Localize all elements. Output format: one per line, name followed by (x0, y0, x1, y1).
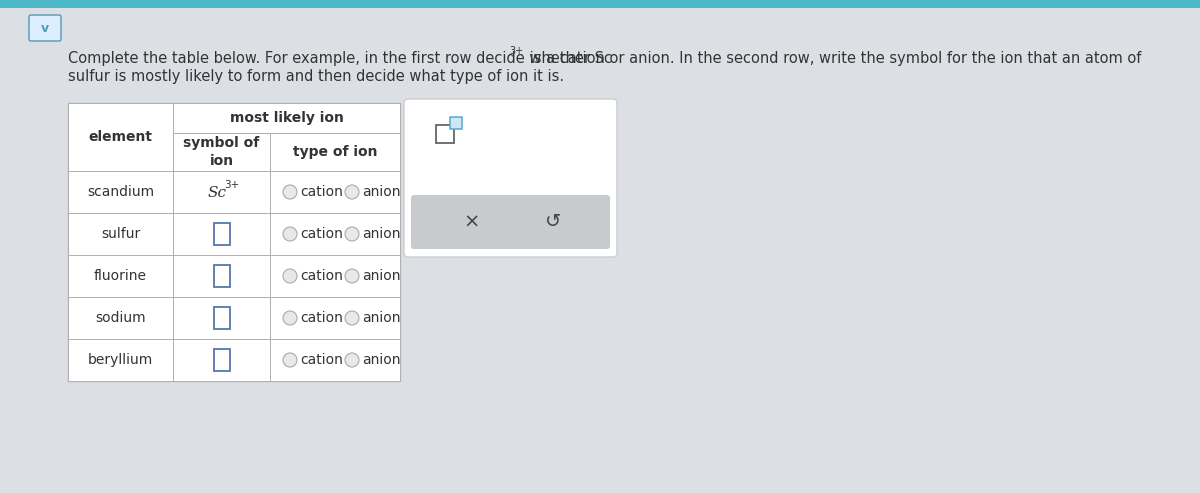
Bar (68, 103, 400, 381)
Bar (214, 307, 229, 329)
Text: cation: cation (300, 227, 343, 241)
Bar (68, 297, 173, 339)
Text: sulfur is mostly likely to form and then decide what type of ion it is.: sulfur is mostly likely to form and then… (68, 70, 564, 84)
Text: cation: cation (300, 185, 343, 199)
Text: is a cation or anion. In the second row, write the symbol for the ion that an at: is a cation or anion. In the second row,… (526, 50, 1141, 66)
Bar (450, 117, 462, 129)
Text: ×: × (463, 212, 480, 232)
Text: type of ion: type of ion (293, 145, 377, 159)
Bar (68, 255, 173, 297)
Bar (173, 339, 270, 381)
Text: anion: anion (362, 185, 401, 199)
Text: ↺: ↺ (545, 212, 562, 232)
Text: beryllium: beryllium (88, 353, 154, 367)
Bar (270, 133, 400, 171)
FancyBboxPatch shape (404, 99, 617, 257)
Bar (270, 255, 400, 297)
Bar (68, 213, 173, 255)
Circle shape (346, 311, 359, 325)
Bar (270, 171, 400, 213)
Bar (270, 297, 400, 339)
Bar (270, 339, 400, 381)
Bar (436, 125, 454, 143)
Bar (270, 213, 400, 255)
Text: element: element (89, 130, 152, 144)
Circle shape (346, 269, 359, 283)
FancyBboxPatch shape (29, 15, 61, 41)
Text: sulfur: sulfur (101, 227, 140, 241)
Text: anion: anion (362, 269, 401, 283)
Bar (214, 265, 229, 287)
Text: cation: cation (300, 311, 343, 325)
Bar (0, 0, 1200, 8)
Text: cation: cation (300, 269, 343, 283)
Text: most likely ion: most likely ion (229, 111, 343, 125)
Bar (173, 103, 400, 133)
Bar (68, 171, 173, 213)
Text: Complete the table below. For example, in the first row decide whether Sc: Complete the table below. For example, i… (68, 50, 612, 66)
Text: 3+: 3+ (224, 180, 239, 190)
Text: cation: cation (300, 353, 343, 367)
Text: anion: anion (362, 353, 401, 367)
Text: symbol of
ion: symbol of ion (184, 136, 259, 168)
Bar (173, 297, 270, 339)
Text: 3+: 3+ (509, 46, 523, 56)
Circle shape (346, 185, 359, 199)
Bar (173, 213, 270, 255)
Circle shape (283, 185, 298, 199)
Text: anion: anion (362, 311, 401, 325)
Bar (68, 103, 173, 171)
Text: fluorine: fluorine (94, 269, 148, 283)
Bar (173, 255, 270, 297)
Bar (214, 349, 229, 371)
Text: anion: anion (362, 227, 401, 241)
Circle shape (346, 353, 359, 367)
Bar (68, 339, 173, 381)
Circle shape (283, 311, 298, 325)
Circle shape (283, 269, 298, 283)
Bar (173, 133, 270, 171)
Text: scandium: scandium (86, 185, 154, 199)
Text: Sc: Sc (208, 186, 227, 200)
FancyBboxPatch shape (410, 195, 610, 249)
Bar (173, 171, 270, 213)
Bar (214, 223, 229, 245)
Circle shape (346, 227, 359, 241)
Circle shape (283, 353, 298, 367)
Text: sodium: sodium (95, 311, 146, 325)
Text: v: v (41, 23, 49, 35)
Circle shape (283, 227, 298, 241)
